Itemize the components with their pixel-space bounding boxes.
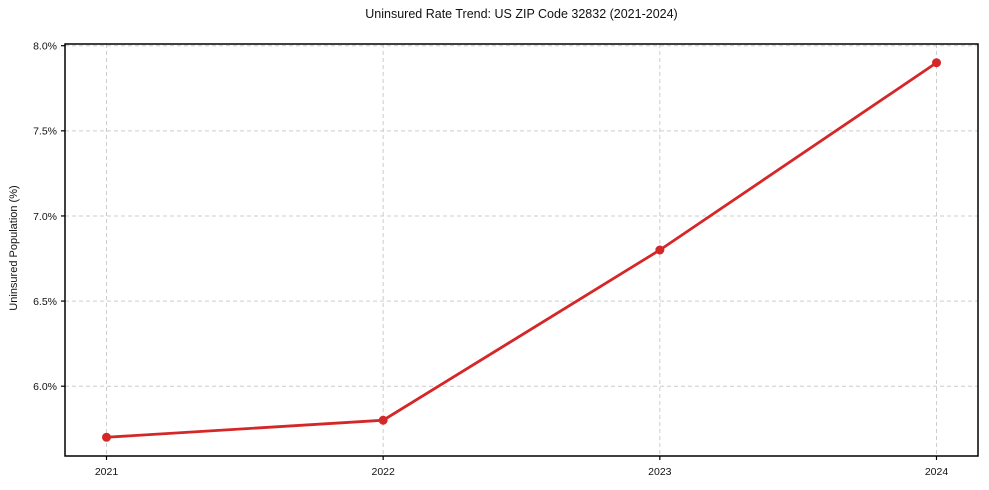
axis-spines-group [64,43,979,457]
data-point-marker [378,415,388,425]
data-point-marker [932,58,941,68]
data-point-marker [102,432,111,442]
x-tick-label: 2022 [371,466,395,478]
x-tick-label: 2024 [925,466,949,478]
y-tick-label: 7.0% [33,211,57,223]
chart-title: Uninsured Rate Trend: US ZIP Code 32832 … [365,7,678,21]
y-tick-label: 6.0% [33,381,57,393]
x-tick-label: 2021 [95,466,119,478]
y-tick-label: 6.5% [33,296,57,308]
gridlines-group [65,44,978,456]
axis-ticks-group [61,45,938,460]
plot-box-spines [64,43,979,457]
data-series-group [102,58,941,442]
y-tick-label: 8.0% [33,41,57,53]
data-point-marker [655,245,665,255]
trend-line [105,61,938,439]
tick-labels-group: 6.0% 6.5% 7.0% 7.5% 8.0% 2021 2022 2023 2024 [33,41,948,478]
x-tick-label: 2023 [648,466,672,478]
y-tick-label: 7.5% [33,126,57,138]
